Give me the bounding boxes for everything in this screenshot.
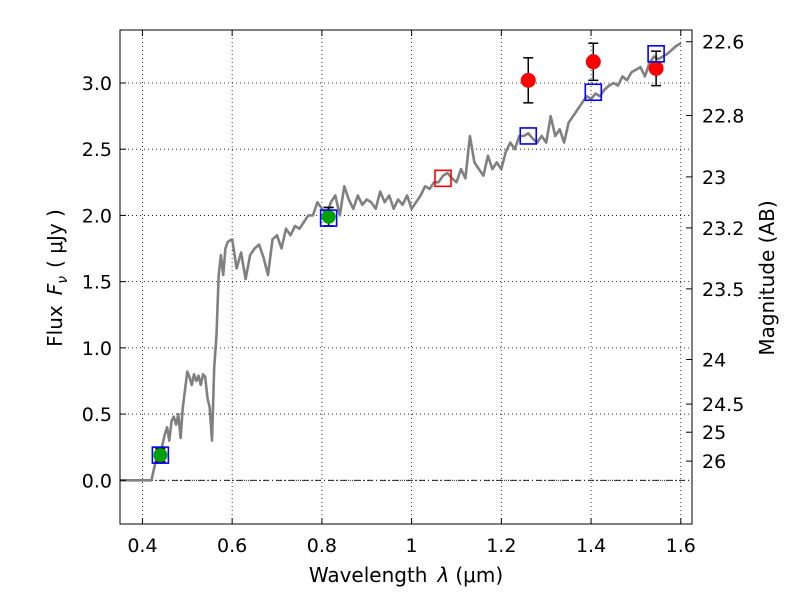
photometry-points (153, 54, 664, 463)
optical-point-0 (153, 448, 168, 463)
x-tick-label-1: 0.6 (217, 535, 247, 557)
y-axis-label: FluxFν( μJy ) (43, 209, 71, 347)
y-tick-label-1: 0.5 (82, 404, 112, 426)
x-tick-label-5: 1.4 (576, 535, 606, 557)
model-box-1 (319, 209, 338, 227)
y-tick-label-0: 0.0 (82, 470, 112, 492)
y-tick-label-2: 1.0 (82, 338, 112, 360)
nir-point-0 (520, 72, 536, 88)
x-tick-label-6: 1.6 (666, 535, 696, 557)
optical-point-1 (321, 209, 336, 224)
mag-tick-label-7: 25 (702, 422, 726, 444)
x-tick-label-4: 1.2 (486, 535, 516, 557)
model-box-4 (584, 83, 603, 102)
x-tick-label-0: 0.4 (127, 535, 157, 557)
y-tick-label-6: 3.0 (82, 73, 112, 95)
grid (120, 30, 692, 524)
x-axis: 0.4 0.6 0.8 1 1.2 1.4 1.6 (127, 30, 696, 557)
mag-tick-label-1: 22.8 (702, 106, 744, 128)
mag-tick-label-5: 24 (702, 350, 726, 372)
model-box-3 (519, 127, 538, 145)
x-tick-label-3: 1 (406, 535, 418, 557)
mag-tick-label-6: 24.5 (702, 394, 744, 416)
mag-tick-label-4: 23.5 (702, 279, 744, 301)
y-tick-label-3: 1.5 (82, 272, 112, 294)
x-axis-label: Wavelength λ (μm) (309, 563, 503, 587)
mag-tick-label-2: 23 (702, 167, 726, 189)
model-box-5 (647, 45, 665, 63)
spectrum-series (120, 42, 682, 482)
errorbars (155, 42, 662, 463)
y-axis: 0.0 0.5 1.0 1.5 2.0 2.5 3.0 (82, 73, 126, 492)
magnitude-axis: 22.6 22.8 23 23.2 23.5 24 24.5 25 26 (686, 32, 744, 473)
mag-tick-label-0: 22.6 (702, 32, 744, 54)
spectrum-line (120, 42, 682, 482)
x-tick-label-2: 0.8 (307, 535, 337, 557)
model-box-0 (151, 446, 170, 464)
plot-frame (119, 29, 693, 525)
nir-point-1 (585, 54, 601, 70)
mag-tick-label-3: 23.2 (702, 218, 744, 240)
y-tick-label-4: 2.0 (82, 205, 112, 227)
y-tick-label-5: 2.5 (82, 139, 112, 161)
nir-point-2 (648, 60, 664, 76)
model-box-2 (434, 169, 452, 188)
model-boxes (151, 45, 665, 464)
magnitude-axis-label: Magnitude (AB) (755, 200, 779, 355)
mag-tick-label-8: 26 (702, 451, 726, 473)
